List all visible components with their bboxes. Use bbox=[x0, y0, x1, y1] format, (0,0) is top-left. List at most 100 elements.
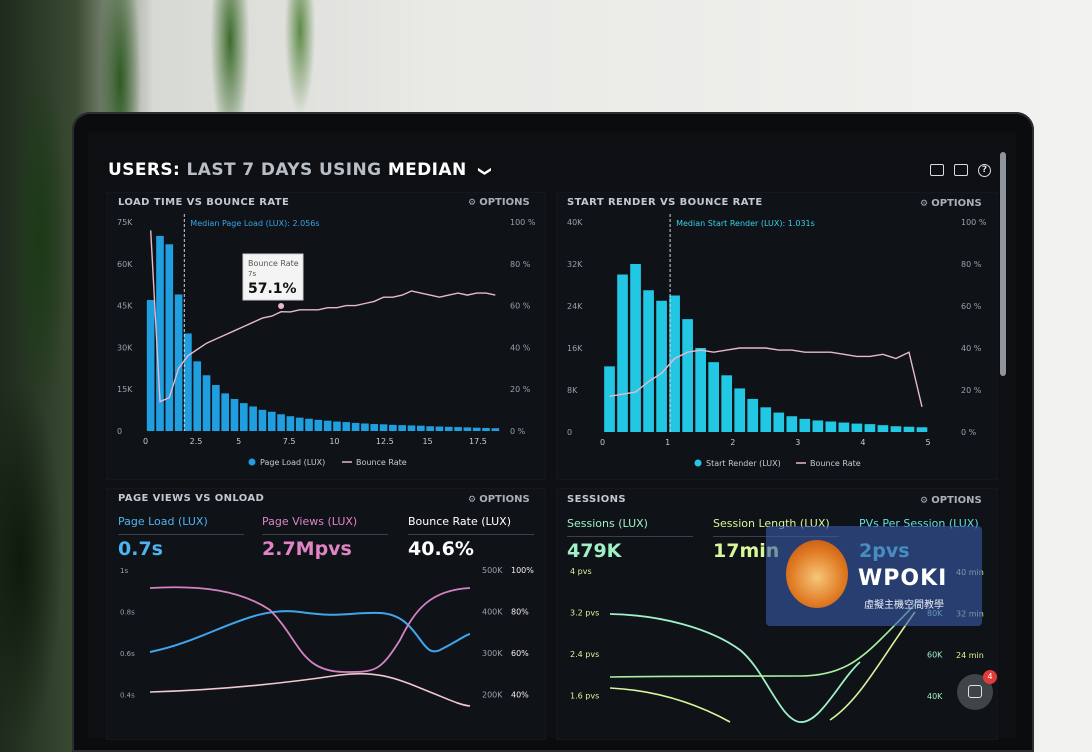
bar bbox=[258, 409, 267, 431]
y-tick-label: 0 bbox=[117, 427, 122, 436]
bar bbox=[812, 420, 824, 432]
bar bbox=[916, 427, 928, 432]
tooltip-sub: 7s bbox=[248, 270, 256, 278]
bar bbox=[267, 411, 276, 431]
bar bbox=[708, 362, 720, 432]
bar bbox=[454, 427, 462, 431]
kpi-divider bbox=[262, 534, 388, 535]
y-tick-label: 0.4s bbox=[120, 692, 135, 700]
bar bbox=[786, 416, 798, 432]
panel-title: LOAD TIME VS BOUNCE RATE bbox=[118, 197, 290, 208]
y2-tick-label: 500K bbox=[482, 566, 503, 575]
bar bbox=[426, 426, 434, 431]
y-tick-label: 3.2 pvs bbox=[570, 609, 599, 618]
bar bbox=[221, 393, 230, 431]
legend-label: Bounce Rate bbox=[356, 458, 407, 467]
options-button[interactable]: OPTIONS bbox=[468, 494, 529, 505]
bar bbox=[463, 427, 472, 431]
y2-tick-label: 60K bbox=[927, 651, 943, 660]
y-tick-label: 45K bbox=[117, 302, 133, 311]
y2-tick-label: 20 % bbox=[510, 385, 531, 394]
bar bbox=[695, 348, 706, 432]
page-title[interactable]: USERS: LAST 7 DAYS USING MEDIAN ❯ bbox=[108, 160, 492, 180]
bar bbox=[682, 319, 693, 432]
legend-marker bbox=[248, 458, 256, 466]
x-tick-label: 5 bbox=[236, 437, 241, 446]
y2-tick-label: 300K bbox=[482, 649, 503, 658]
y2-tick-label: 80 % bbox=[961, 260, 982, 269]
bar bbox=[333, 421, 341, 431]
y3-tick-label: 80% bbox=[511, 608, 529, 617]
scrollbar[interactable] bbox=[1000, 152, 1006, 376]
x-tick-label: 7.5 bbox=[283, 437, 296, 446]
kpi-divider bbox=[118, 534, 244, 535]
bar bbox=[389, 424, 397, 431]
kpi-divider bbox=[567, 536, 693, 537]
bar bbox=[361, 423, 369, 431]
y-tick-label: 75K bbox=[117, 218, 133, 227]
panel-title: PAGE VIEWS VS ONLOAD bbox=[118, 493, 265, 504]
x-tick-label: 12.5 bbox=[376, 437, 394, 446]
bar bbox=[165, 244, 174, 431]
bar bbox=[864, 424, 876, 432]
tooltip-title: Bounce Rate bbox=[248, 259, 299, 268]
options-button[interactable]: OPTIONS bbox=[920, 495, 981, 506]
watermark-subtitle: 虛擬主機空間教學 bbox=[864, 600, 944, 611]
bar bbox=[249, 406, 257, 431]
bar bbox=[435, 426, 444, 431]
bar bbox=[877, 425, 889, 432]
y3-tick-label: 100% bbox=[511, 566, 534, 575]
median-label: Median Start Render (LUX): 1.031s bbox=[676, 219, 815, 228]
watermark-name: WPOKI bbox=[858, 566, 948, 591]
title-prefix: USERS: bbox=[108, 160, 181, 180]
monitor-icon[interactable] bbox=[930, 164, 944, 176]
y2-tick-label: 40 % bbox=[510, 343, 531, 352]
bounce-line bbox=[149, 672, 471, 707]
bar bbox=[193, 361, 202, 431]
pvs-line bbox=[609, 611, 916, 723]
y-tick-label: 32K bbox=[567, 260, 583, 269]
y-tick-label: 40K bbox=[567, 218, 583, 227]
legend-label: Page Load (LUX) bbox=[260, 458, 325, 467]
bar bbox=[643, 290, 654, 432]
bar bbox=[230, 398, 239, 431]
y2-tick-label: 80 % bbox=[510, 260, 531, 269]
kpi-label-page-load: Page Load (LUX) bbox=[118, 515, 208, 528]
x-tick-label: 3 bbox=[795, 438, 800, 447]
panel-title: SESSIONS bbox=[567, 494, 626, 505]
y-tick-label: 15K bbox=[117, 385, 133, 394]
y-tick-label: 16K bbox=[567, 344, 583, 353]
kpi-label-bounce: Bounce Rate (LUX) bbox=[408, 515, 512, 528]
y2-tick-label: 60 % bbox=[510, 302, 531, 311]
y-tick-label: 2.4 pvs bbox=[570, 650, 599, 659]
y2-tick-label: 0 % bbox=[961, 428, 977, 437]
bar bbox=[851, 423, 863, 432]
bar bbox=[630, 264, 641, 432]
options-button[interactable]: OPTIONS bbox=[468, 197, 529, 208]
bar bbox=[202, 375, 211, 431]
y2-tick-label: 100 % bbox=[961, 218, 987, 227]
help-icon[interactable]: ? bbox=[978, 164, 991, 177]
title-using: USING bbox=[318, 160, 382, 180]
bar bbox=[617, 274, 628, 432]
bar bbox=[398, 425, 407, 431]
x-tick-label: 5 bbox=[925, 438, 930, 447]
bar bbox=[314, 419, 323, 431]
kpi-value-sessions: 479K bbox=[567, 540, 622, 562]
y2-tick-label: 20 % bbox=[961, 386, 982, 395]
y-tick-label: 0.6s bbox=[120, 650, 135, 658]
bar bbox=[604, 366, 615, 432]
y3-tick-label: 24 min bbox=[956, 651, 984, 660]
tooltip-box bbox=[242, 253, 304, 301]
notification-badge: 4 bbox=[983, 670, 997, 684]
median-label: Median Page Load (LUX): 2.056s bbox=[190, 219, 319, 228]
title-range: LAST 7 DAYS bbox=[186, 160, 313, 180]
tooltip-value: 57.1% bbox=[248, 281, 297, 297]
bar bbox=[370, 424, 379, 431]
image-icon[interactable] bbox=[954, 164, 968, 176]
bar bbox=[407, 425, 416, 431]
bar bbox=[838, 422, 850, 432]
options-button[interactable]: OPTIONS bbox=[920, 198, 981, 209]
x-tick-label: 2 bbox=[730, 438, 735, 447]
